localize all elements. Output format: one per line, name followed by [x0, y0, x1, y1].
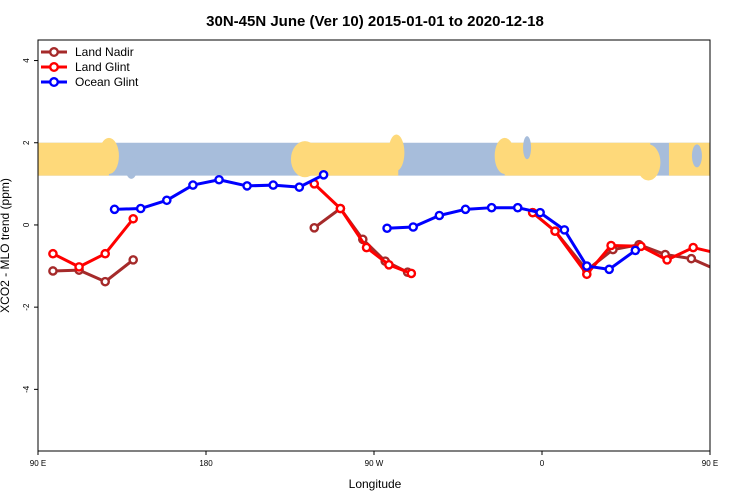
x-tick-label: 90 W	[365, 459, 384, 468]
data-point	[744, 267, 750, 274]
chart-title: 30N-45N June (Ver 10) 2015-01-01 to 2020…	[206, 13, 544, 30]
data-point	[188, 180, 198, 190]
data-point	[361, 242, 372, 253]
data-point	[486, 202, 497, 213]
map-land	[38, 142, 109, 176]
data-point	[406, 268, 417, 279]
data-point	[242, 181, 252, 191]
map-land	[388, 134, 405, 171]
data-point	[686, 253, 697, 264]
data-point	[161, 195, 172, 206]
data-point	[48, 248, 58, 259]
map-ocean	[691, 144, 702, 168]
legend-item-land-nadir: Land Nadir	[41, 45, 134, 59]
series-line	[52, 258, 135, 284]
legend-label: Land Glint	[75, 60, 130, 74]
y-tick-label: 4	[22, 58, 31, 63]
legend-marker	[49, 62, 60, 73]
data-point	[582, 269, 592, 280]
data-point	[606, 240, 616, 251]
legend-label: Ocean Glint	[75, 75, 139, 89]
data-point	[318, 170, 329, 180]
x-tick-label: 90 E	[702, 459, 718, 468]
data-point	[434, 210, 445, 221]
data-point	[268, 180, 279, 190]
data-point	[294, 182, 305, 192]
map-ocean	[523, 136, 532, 160]
data-point	[135, 203, 146, 214]
data-point	[214, 174, 224, 185]
map-land	[303, 142, 399, 176]
map-land	[668, 142, 710, 176]
data-point	[630, 245, 641, 256]
map-ocean	[125, 155, 138, 179]
data-point	[550, 226, 560, 236]
map-land	[98, 137, 119, 174]
data-point	[460, 204, 471, 215]
world-map-strip	[38, 134, 710, 181]
data-point	[100, 276, 110, 287]
map-land	[494, 137, 515, 174]
data-point	[309, 223, 320, 233]
y-tick-label: -4	[22, 385, 31, 393]
x-tick-label: 90 E	[30, 459, 46, 468]
series-ocean-glint	[109, 170, 641, 275]
data-point	[688, 242, 699, 253]
y-axis: -4 -2 0 2 4	[22, 58, 38, 393]
y-axis-label: XCO2 - MLO trend (ppm)	[0, 178, 12, 313]
data-point	[335, 203, 346, 214]
data-point	[128, 255, 138, 265]
x-axis-label: Longitude	[349, 477, 402, 491]
data-point	[716, 267, 723, 274]
x-axis: 90 E 180 90 W 0 90 E	[30, 451, 718, 468]
x-tick-label: 180	[199, 459, 213, 468]
data-point	[100, 248, 110, 259]
y-tick-label: 2	[22, 140, 31, 145]
x-tick-label: 0	[540, 459, 545, 468]
data-point	[744, 262, 750, 269]
data-point	[512, 202, 523, 213]
data-point	[559, 225, 570, 235]
data-point	[716, 250, 723, 257]
data-point	[74, 262, 84, 272]
data-point	[382, 223, 392, 234]
y-tick-label: 0	[22, 222, 31, 227]
map-land	[290, 141, 319, 178]
data-point	[662, 255, 672, 265]
legend-item-ocean-glint: Ocean Glint	[41, 75, 139, 89]
legend-label: Land Nadir	[75, 45, 134, 59]
data-point	[48, 266, 58, 276]
data-point	[604, 264, 615, 275]
legend-item-land-glint: Land Glint	[41, 60, 130, 74]
data-point	[535, 207, 545, 218]
series-line	[52, 217, 135, 269]
legend-marker	[49, 76, 60, 87]
data-point	[384, 260, 394, 270]
data-point	[128, 213, 138, 224]
data-point	[582, 261, 592, 271]
legend-marker	[49, 47, 60, 58]
map-land	[636, 144, 661, 181]
data-point	[109, 204, 120, 215]
y-tick-label: -2	[22, 303, 31, 311]
data-point	[408, 222, 419, 232]
